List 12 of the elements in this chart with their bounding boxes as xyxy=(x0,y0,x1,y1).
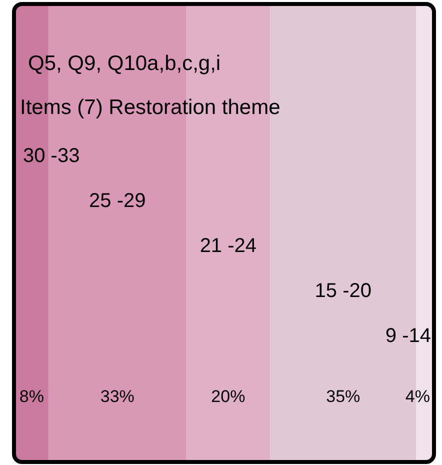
data-label: 8% xyxy=(19,387,44,406)
data-label: 4% xyxy=(405,387,430,406)
series-label: 25 -29 xyxy=(89,190,146,212)
data-label: 33% xyxy=(100,387,134,406)
data-label: 35% xyxy=(326,387,360,406)
series-label: 15 -20 xyxy=(314,280,372,302)
series-label: 30 -33 xyxy=(23,145,80,167)
series-label: 9 -14 xyxy=(385,325,431,347)
data-label: 20% xyxy=(211,387,246,406)
text: Q5, Q9, Q10a,b,c,g,i xyxy=(28,52,221,75)
text: Items (7) Restoration theme xyxy=(20,96,280,119)
series-label: 21 -24 xyxy=(200,235,257,257)
